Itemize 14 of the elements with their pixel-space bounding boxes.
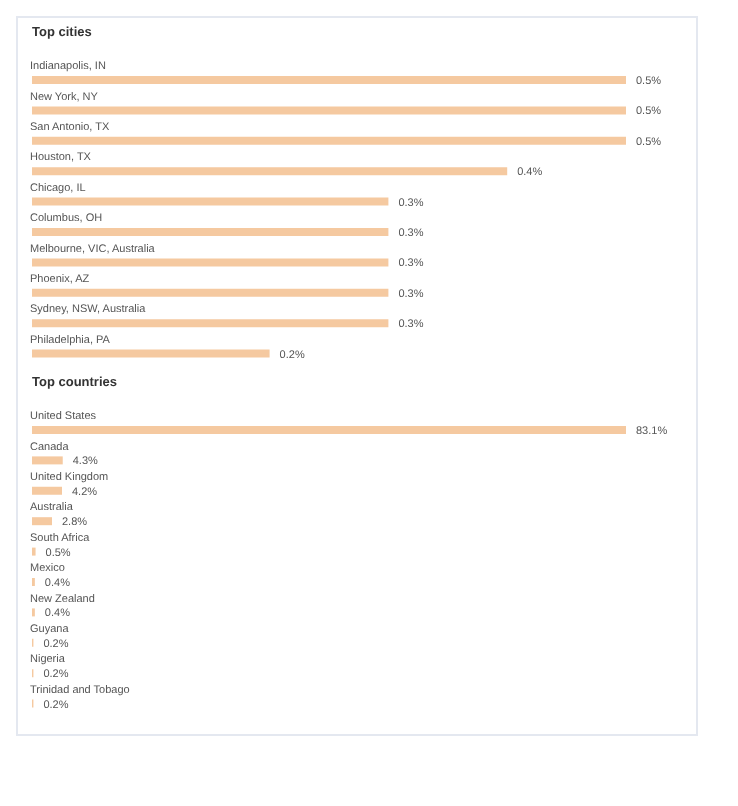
bar [32, 76, 626, 84]
bar [32, 228, 389, 236]
bar [32, 288, 389, 297]
bar [32, 349, 270, 358]
bar [32, 486, 63, 495]
bar [32, 197, 389, 206]
bar [32, 106, 626, 115]
bar [32, 258, 389, 267]
bar [32, 167, 508, 176]
bar [32, 136, 626, 145]
bar [32, 426, 626, 434]
bar [32, 517, 53, 526]
bar [32, 319, 389, 328]
bar [32, 456, 63, 465]
